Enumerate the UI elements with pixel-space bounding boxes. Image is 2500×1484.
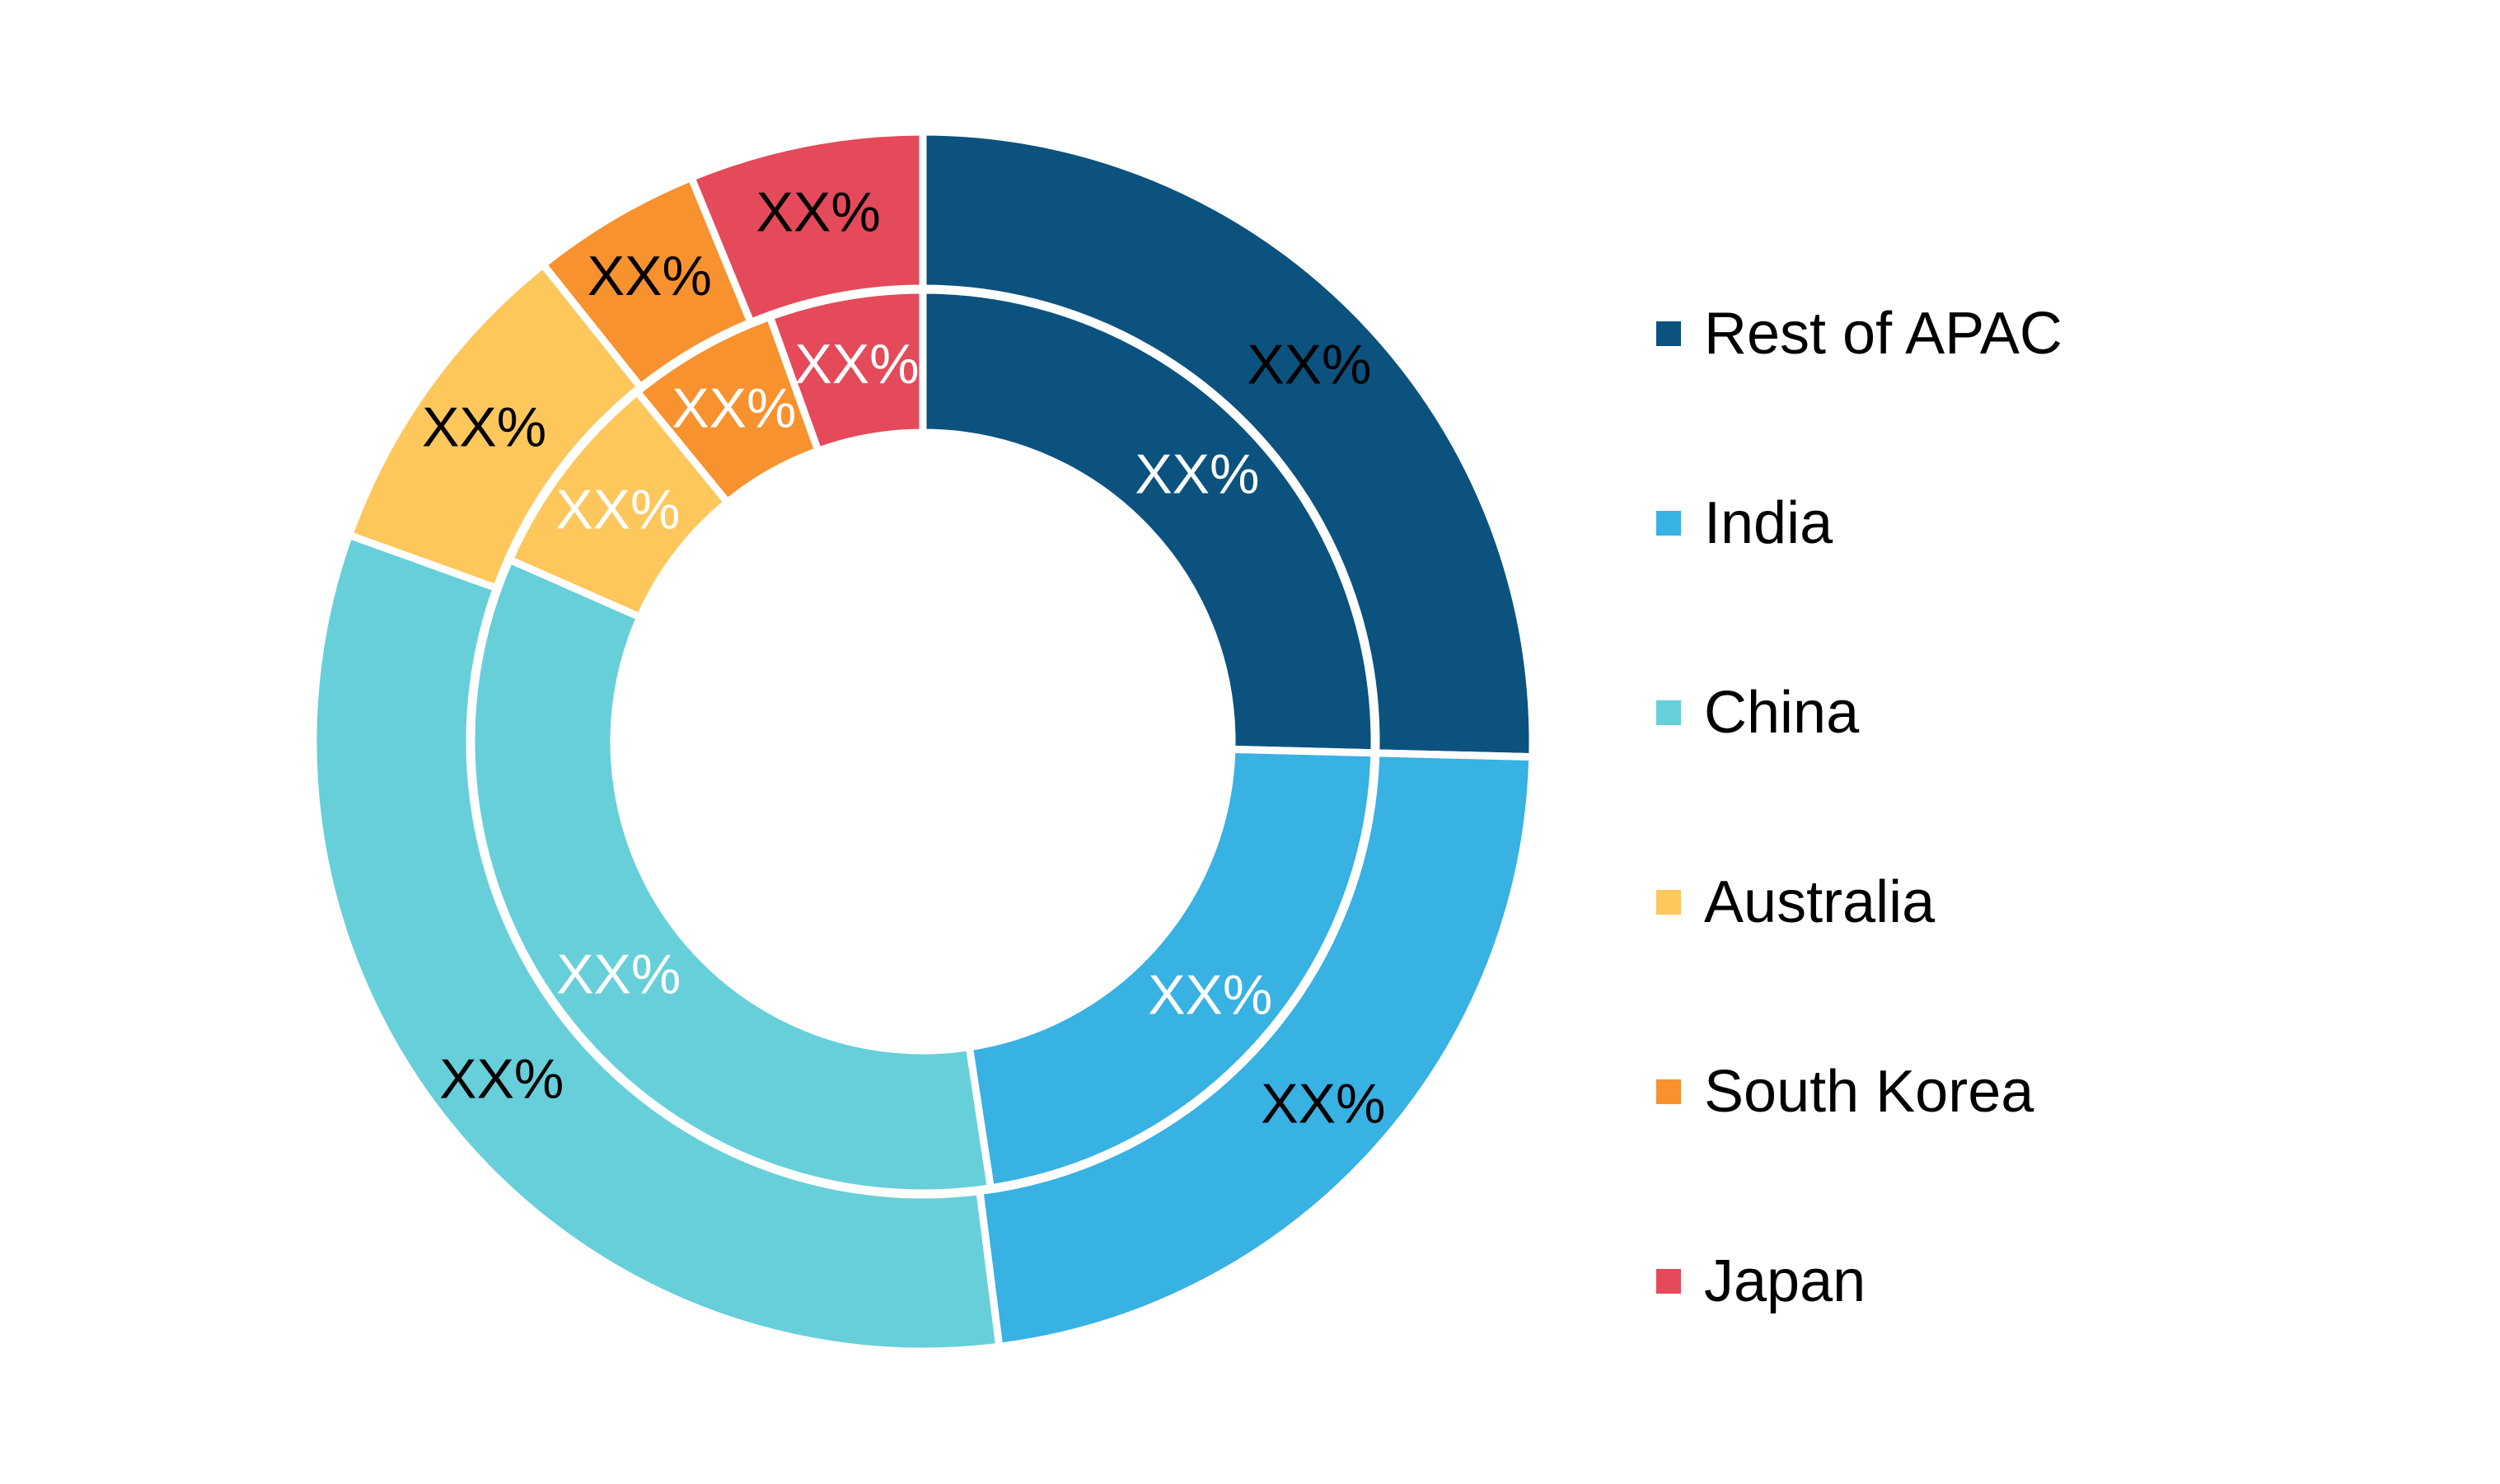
outer-label-rest-of-apac: XX%: [1247, 334, 1371, 396]
slice-labels: XX%XX%XX%XX%XX%XX%XX%XX%XX%XX%XX%XX%: [422, 180, 1385, 1135]
legend-swatch: [1656, 511, 1681, 536]
outer-label-india: XX%: [1261, 1072, 1385, 1135]
inner-slice-india[interactable]: [965, 745, 1379, 1192]
inner-slice-japan[interactable]: [765, 286, 927, 455]
legend-label: Rest of APAC: [1704, 301, 2062, 367]
inner-label-japan: XX%: [794, 333, 919, 396]
legend: Rest of APAC India China Australia South…: [1656, 239, 2062, 1376]
inner-label-rest-of-apac: XX%: [1135, 442, 1259, 505]
inner-label-australia: XX%: [555, 478, 680, 541]
legend-item-rest-of-apac[interactable]: Rest of APAC: [1656, 239, 2062, 428]
legend-label: South Korea: [1704, 1059, 2034, 1125]
legend-item-australia[interactable]: Australia: [1656, 808, 2062, 997]
legend-label: India: [1704, 490, 1833, 556]
inner-ring: [467, 286, 1379, 1197]
outer-label-australia: XX%: [422, 396, 546, 458]
inner-slice-rest-of-apac[interactable]: [919, 286, 1379, 757]
inner-slice-china[interactable]: [467, 555, 995, 1197]
inner-label-south-korea: XX%: [672, 377, 796, 439]
legend-item-india[interactable]: India: [1656, 428, 2062, 618]
outer-label-japan: XX%: [756, 180, 881, 243]
legend-item-japan[interactable]: Japan: [1656, 1187, 2062, 1376]
legend-swatch: [1656, 1079, 1681, 1104]
outer-label-south-korea: XX%: [588, 245, 712, 307]
legend-swatch: [1656, 1269, 1681, 1294]
inner-label-china: XX%: [556, 943, 681, 1006]
legend-label: Australia: [1704, 869, 1936, 935]
legend-swatch: [1656, 890, 1681, 915]
legend-swatch: [1656, 700, 1681, 725]
legend-item-china[interactable]: China: [1656, 618, 2062, 808]
outer-label-china: XX%: [439, 1048, 564, 1111]
legend-label: China: [1704, 680, 1860, 746]
legend-label: Japan: [1704, 1248, 1866, 1314]
inner-label-india: XX%: [1148, 964, 1272, 1027]
legend-item-south-korea[interactable]: South Korea: [1656, 997, 2062, 1187]
legend-swatch: [1656, 321, 1681, 346]
